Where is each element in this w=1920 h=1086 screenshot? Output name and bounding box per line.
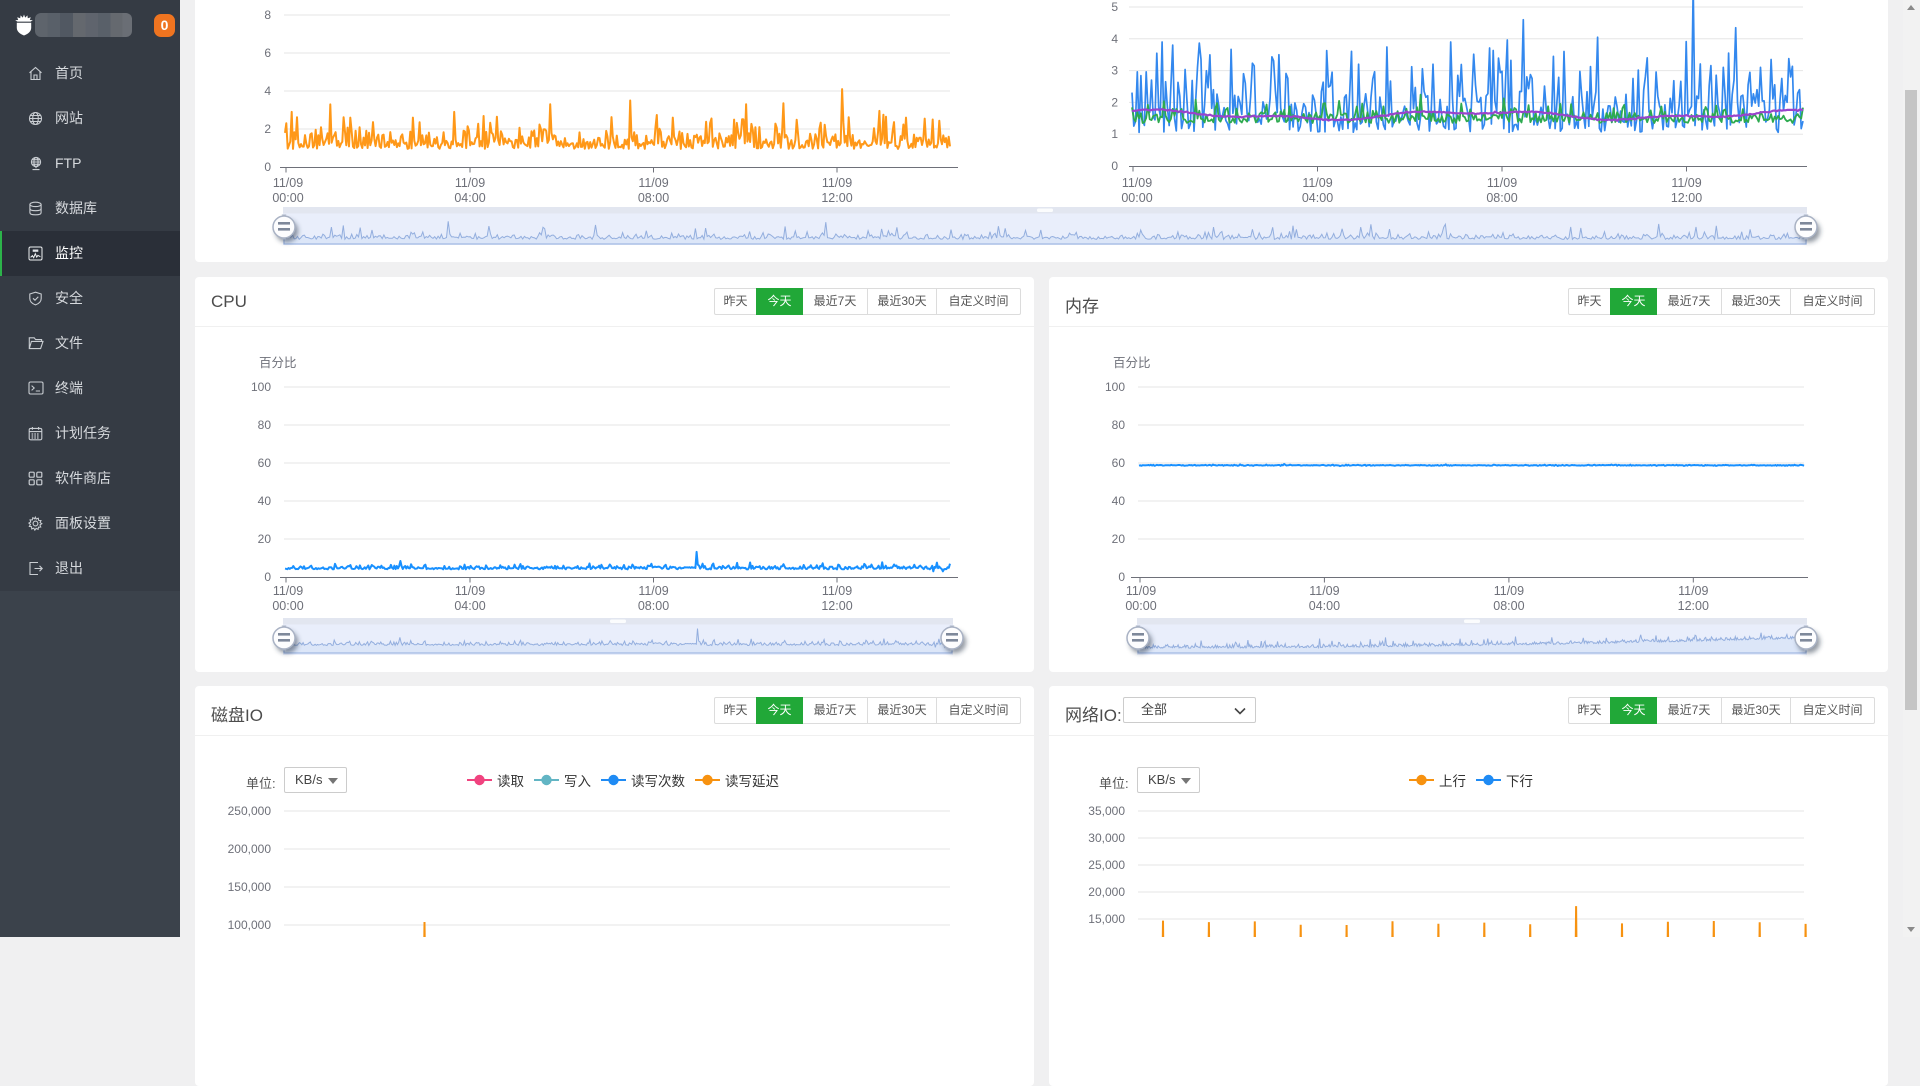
svg-text:00:00: 00:00: [1121, 191, 1152, 205]
svg-text:04:00: 04:00: [1302, 191, 1333, 205]
svg-text:20: 20: [1112, 532, 1126, 546]
svg-text:00:00: 00:00: [272, 191, 303, 205]
svg-text:11/09: 11/09: [1678, 584, 1708, 598]
svg-text:04:00: 04:00: [454, 191, 485, 205]
svg-text:11/09: 11/09: [455, 584, 485, 598]
svg-text:2: 2: [264, 122, 271, 136]
svg-text:30,000: 30,000: [1088, 831, 1125, 845]
svg-text:0: 0: [1111, 159, 1118, 173]
svg-text:11/09: 11/09: [822, 176, 852, 190]
svg-text:08:00: 08:00: [638, 599, 669, 613]
svg-text:6: 6: [264, 46, 271, 60]
svg-text:35,000: 35,000: [1088, 804, 1125, 818]
svg-text:40: 40: [1112, 494, 1126, 508]
svg-text:80: 80: [1112, 418, 1126, 432]
svg-text:08:00: 08:00: [638, 191, 669, 205]
svg-text:4: 4: [1111, 32, 1118, 46]
svg-text:00:00: 00:00: [1125, 599, 1156, 613]
svg-text:百分比: 百分比: [1113, 356, 1151, 370]
svg-text:11/09: 11/09: [638, 176, 668, 190]
svg-text:00:00: 00:00: [272, 599, 303, 613]
svg-text:11/09: 11/09: [638, 584, 668, 598]
svg-text:11/09: 11/09: [1122, 176, 1152, 190]
svg-text:25,000: 25,000: [1088, 858, 1125, 872]
svg-text:0: 0: [264, 160, 271, 174]
svg-text:200,000: 200,000: [228, 842, 272, 856]
svg-text:11/09: 11/09: [1671, 176, 1701, 190]
svg-text:100: 100: [251, 380, 271, 394]
svg-text:15,000: 15,000: [1088, 912, 1125, 926]
svg-text:11/09: 11/09: [455, 176, 485, 190]
svg-text:3: 3: [1111, 64, 1118, 78]
svg-text:11/09: 11/09: [1494, 584, 1524, 598]
svg-text:08:00: 08:00: [1493, 599, 1524, 613]
svg-text:2: 2: [1111, 95, 1118, 109]
svg-text:20,000: 20,000: [1088, 885, 1125, 899]
svg-text:百分比: 百分比: [259, 356, 297, 370]
svg-text:100,000: 100,000: [228, 918, 272, 932]
svg-text:80: 80: [258, 418, 272, 432]
svg-text:20: 20: [258, 532, 272, 546]
svg-text:0: 0: [264, 570, 271, 584]
svg-text:04:00: 04:00: [1309, 599, 1340, 613]
svg-text:04:00: 04:00: [454, 599, 485, 613]
svg-text:150,000: 150,000: [228, 880, 272, 894]
svg-text:8: 8: [264, 8, 271, 22]
svg-text:12:00: 12:00: [821, 191, 852, 205]
svg-text:11/09: 11/09: [273, 176, 303, 190]
svg-text:11/09: 11/09: [273, 584, 303, 598]
svg-text:40: 40: [258, 494, 272, 508]
svg-text:60: 60: [258, 456, 272, 470]
svg-text:1: 1: [1111, 127, 1118, 141]
svg-text:11/09: 11/09: [1126, 584, 1156, 598]
svg-text:11/09: 11/09: [822, 584, 852, 598]
svg-text:4: 4: [264, 84, 271, 98]
svg-text:0: 0: [1118, 570, 1125, 584]
svg-text:60: 60: [1112, 456, 1126, 470]
svg-text:11/09: 11/09: [1302, 176, 1332, 190]
svg-text:250,000: 250,000: [228, 804, 272, 818]
svg-text:12:00: 12:00: [1671, 191, 1702, 205]
svg-text:12:00: 12:00: [821, 599, 852, 613]
svg-text:08:00: 08:00: [1486, 191, 1517, 205]
svg-text:11/09: 11/09: [1309, 584, 1339, 598]
svg-text:12:00: 12:00: [1678, 599, 1709, 613]
svg-text:100: 100: [1105, 380, 1125, 394]
svg-text:5: 5: [1111, 0, 1118, 14]
svg-text:11/09: 11/09: [1487, 176, 1517, 190]
